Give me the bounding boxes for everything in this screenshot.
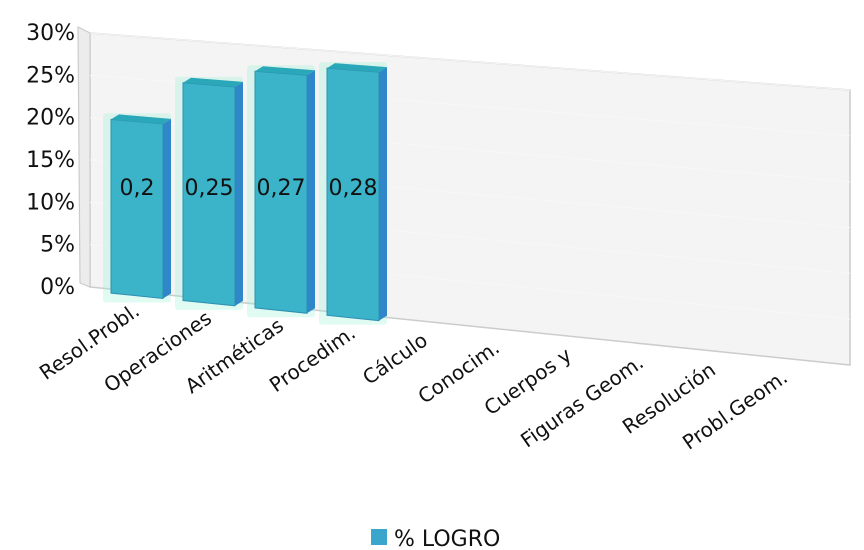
bar-top [255,66,315,76]
legend-swatch [371,529,387,545]
data-label: 0,28 [329,176,378,201]
bar [254,70,308,314]
bars-group [103,62,387,325]
y-tick-label: 30% [26,21,75,46]
data-label: 0,2 [120,176,155,201]
bar-side [307,70,315,314]
bar [182,82,236,307]
y-tick-label: 15% [26,148,75,173]
bar-top [111,114,171,124]
y-tick-label: 5% [40,233,75,258]
y-tick-label: 10% [26,190,75,215]
y-tick-label: 25% [26,63,75,88]
y-axis-ticks: 0% 5% 10% 15% 20% 25% 30% [26,21,75,300]
legend-label: % LOGRO [394,527,500,550]
legend: % LOGRO [371,527,500,550]
bar-side [379,67,387,321]
bar [110,118,164,300]
gridline [89,32,851,91]
bar-top [327,63,387,73]
side-wall [77,26,91,288]
y-tick-label: 0% [40,275,75,300]
data-label: 0,25 [185,176,234,201]
bar-top [183,77,243,87]
bar-side [235,81,243,306]
y-tick-label: 20% [26,106,75,131]
x-tick-label: Cálculo [358,328,432,390]
data-labels: 0,2 0,25 0,27 0,28 [120,176,378,201]
bar-side [163,118,171,299]
data-label: 0,27 [257,176,306,201]
